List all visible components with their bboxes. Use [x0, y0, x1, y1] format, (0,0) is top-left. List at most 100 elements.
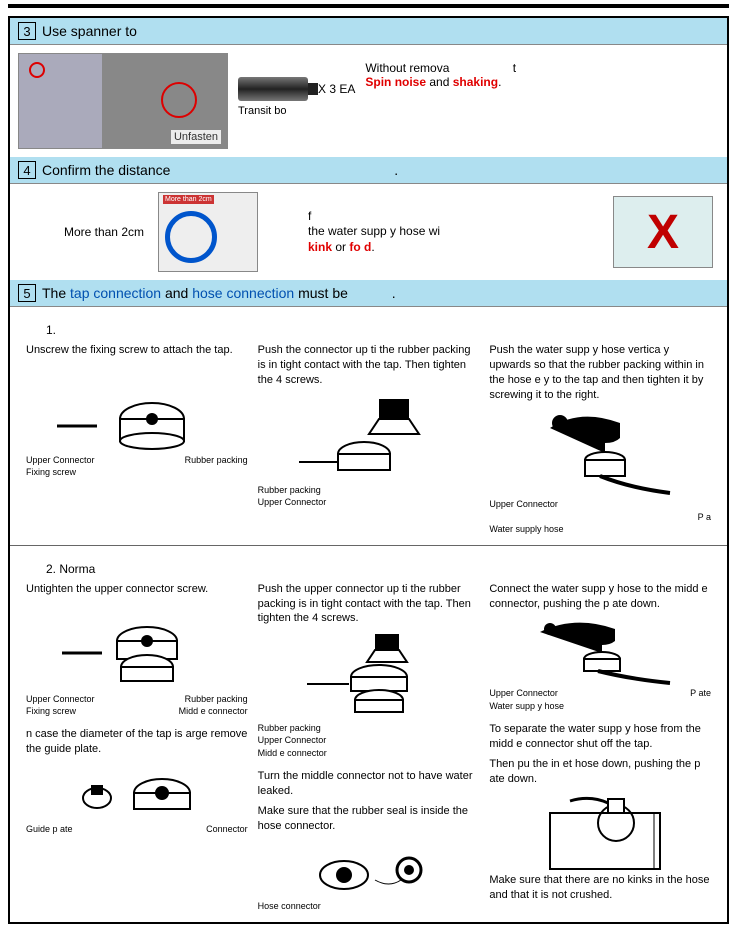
sub1-c2-text: Push the connector up ti the rubber pack… [258, 343, 480, 388]
rubber-packing-label: Rubber packing [258, 484, 480, 496]
step3-body: Unfasten X 3 EA Transit bo Without remov… [10, 45, 727, 157]
sub2-num: 2. Norma [46, 562, 711, 576]
water-supply-hose-label: Water supp y hose [489, 700, 711, 712]
step3-num: 3 [18, 22, 36, 40]
sub2-c1-text1: Untighten the upper connector screw. [26, 582, 248, 597]
sub1-col1: Unscrew the fixing screw to attach the t… [26, 343, 248, 535]
or-text: or [332, 240, 349, 254]
middle-connector-label: Midd e connector [179, 705, 248, 717]
sub2-c2-text1: Push the upper connector up ti the rubbe… [258, 582, 480, 627]
upper-connector-label: Upper Connector [26, 454, 95, 466]
sub1-col3: Push the water supp y hose vertica y upw… [489, 343, 711, 535]
rubber-packing-label: Rubber packing [258, 722, 480, 734]
red-x-icon: X [647, 205, 679, 260]
sub2-c3-text4: Make sure that there are no kinks in the… [489, 873, 711, 903]
upper-connector-label: Upper Connector [258, 734, 480, 746]
the-text: The [42, 285, 70, 301]
unfasten-label: Unfasten [171, 130, 221, 144]
tap-diagram [258, 394, 480, 484]
dot: . [371, 240, 374, 254]
upper-connector-label: Upper Connector [258, 496, 480, 508]
sub1-num: 1. [46, 323, 711, 337]
sub1-c3-text: Push the water supp y hose vertica y upw… [489, 343, 711, 402]
hose-connection-label: hose connection [192, 285, 294, 301]
transit-bolt-icon [238, 77, 308, 101]
inner-label: More than 2cm [163, 195, 214, 204]
transit-bolt-block: X 3 EA Transit bo [238, 53, 355, 117]
washer-distance-image: More than 2cm [158, 192, 258, 272]
fold-label: fo d [349, 240, 371, 254]
step5-sub2: 2. Norma Untighten the upper connector s… [10, 545, 727, 922]
connector-label: Connector [206, 823, 248, 835]
step4-title-text: Confirm the distance [42, 162, 170, 178]
connector-diagram [26, 603, 248, 693]
sub2-c3-text1: Connect the water supp y hose to the mid… [489, 582, 711, 612]
x3ea-label: X 3 EA [318, 82, 355, 96]
sub1-c1-text: Unscrew the fixing screw to attach the t… [26, 343, 248, 358]
fixing-screw-label: Fixing screw [26, 705, 76, 717]
warn-text: Without remova [365, 61, 449, 75]
tap-connection-label: tap connection [70, 285, 161, 301]
sub2-col3: Connect the water supp y hose to the mid… [489, 582, 711, 912]
hose-text: the water supp y hose wi [308, 224, 440, 238]
step3-title: Use spanner to [42, 23, 137, 39]
f-text: f [308, 209, 311, 223]
red-circle-icon [161, 82, 197, 118]
washer-inlet-diagram [489, 793, 711, 873]
transit-label: Transit bo [238, 105, 355, 117]
sub2-c2-text2: Turn the middle connector not to have wa… [258, 769, 480, 799]
water-supply-hose-label: Water supply hose [489, 523, 711, 535]
tap-hose-connect-diagram [489, 617, 711, 687]
tap-hose-diagram [489, 408, 711, 498]
step5-title: The tap connection and hose connection m… [42, 285, 396, 301]
step4-title: Confirm the distance . [42, 162, 398, 178]
dot: . [392, 285, 396, 301]
step4-wrong-image: X [613, 196, 713, 268]
guide-plate-diagram [26, 763, 248, 823]
washer-back-image: Unfasten [18, 53, 228, 149]
guide-plate-label: Guide p ate [26, 823, 73, 835]
plate-label: P a [489, 511, 711, 523]
more-2cm-label: More than 2cm [18, 225, 148, 239]
spin-noise-label: Spin noise [365, 75, 426, 89]
upper-connector-label: Upper Connector [26, 693, 95, 705]
sub2-c1-text2: n case the diameter of the tap is arge r… [26, 727, 248, 757]
blue-circle-icon [165, 211, 217, 263]
and-text: and [161, 285, 192, 301]
hose-connector-label: Hose connector [258, 900, 480, 912]
sub2-c2-text3: Make sure that the rubber seal is inside… [258, 804, 480, 834]
fixing-screw-label: Fixing screw [26, 466, 248, 478]
step4-header: 4 Confirm the distance . [10, 157, 727, 184]
upper-connector-label: Upper Connector [489, 687, 558, 699]
sub2-c3-text2: To separate the water supp y hose from t… [489, 722, 711, 752]
step5-sub1: 1. Unscrew the fixing screw to attach th… [10, 307, 727, 545]
sub1-col2: Push the connector up ti the rubber pack… [258, 343, 480, 535]
connector-diagram [26, 364, 248, 454]
dot: . [394, 162, 398, 178]
warn-text: t [513, 61, 516, 75]
step5-header: 5 The tap connection and hose connection… [10, 280, 727, 307]
must-be-text: must be [294, 285, 352, 301]
upper-connector-label: Upper Connector [489, 498, 711, 510]
step4-body: More than 2cm More than 2cm f the water … [10, 184, 727, 280]
rubber-packing-label: Rubber packing [185, 454, 248, 466]
step3-warning: Without remova t Spin noise and shaking. [365, 53, 565, 89]
kink-label: kink [308, 240, 332, 254]
plate-label: P ate [690, 687, 711, 699]
sub2-c3-text3: Then pu the in et hose down, pushing the… [489, 757, 711, 787]
sub2-col1: Untighten the upper connector screw. Upp… [26, 582, 248, 912]
and-text: and [426, 75, 453, 89]
tap-connector-diagram [258, 632, 480, 722]
step4-note: f the water supp y hose wi kink or fo d. [268, 209, 468, 256]
step5-num: 5 [18, 284, 36, 302]
period: . [498, 75, 501, 89]
step4-num: 4 [18, 161, 36, 179]
hose-connector-diagram [258, 840, 480, 900]
step3-header: 3 Use spanner to [10, 18, 727, 45]
rubber-packing-label: Rubber packing [185, 693, 248, 705]
manual-page: 3 Use spanner to Unfasten X 3 EA Transit… [8, 16, 729, 924]
shaking-label: shaking [453, 75, 498, 89]
red-circle-icon [29, 62, 45, 78]
middle-connector-label: Midd e connector [258, 747, 480, 759]
sub2-col2: Push the upper connector up ti the rubbe… [258, 582, 480, 912]
